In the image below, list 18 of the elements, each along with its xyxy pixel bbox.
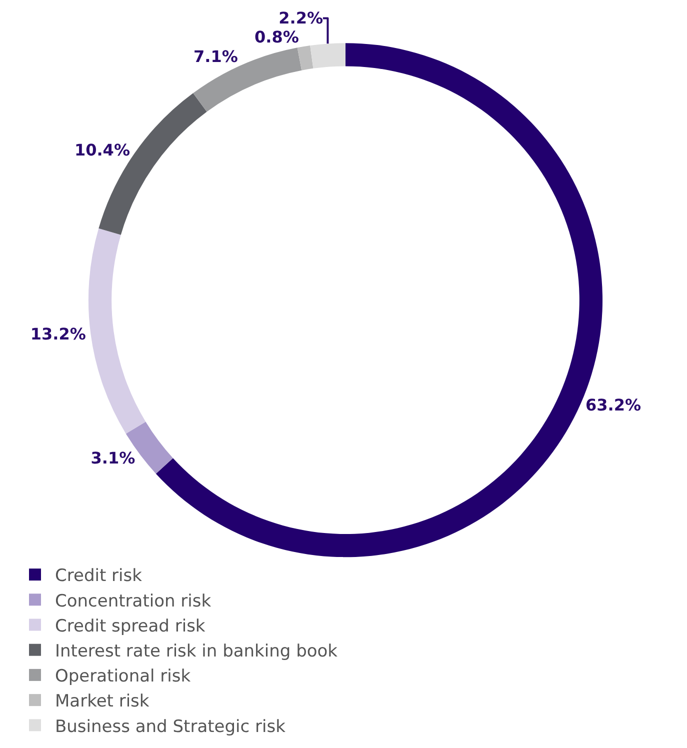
- legend-label: Interest rate risk in banking book: [55, 641, 338, 662]
- data-label: 13.2%: [30, 324, 86, 344]
- legend-label: Market risk: [55, 692, 150, 712]
- data-label: 7.1%: [194, 47, 238, 66]
- legend-label: Operational risk: [55, 666, 191, 687]
- data-label: 2.2%: [278, 8, 323, 28]
- data-label: 10.4%: [74, 140, 130, 160]
- donut-slice: [193, 48, 302, 112]
- donut-slice: [297, 46, 314, 70]
- legend-label: Credit spread risk: [55, 616, 206, 636]
- donut-slice: [88, 228, 146, 434]
- data-label: 3.1%: [90, 448, 136, 468]
- legend-label: Business and Strategic risk: [55, 716, 286, 737]
- legend-label: Credit risk: [55, 566, 142, 586]
- data-label: 0.8%: [254, 28, 299, 47]
- donut-slice: [310, 43, 346, 68]
- data-label: 63.2%: [585, 396, 641, 415]
- legend-label: Concentration risk: [55, 591, 212, 612]
